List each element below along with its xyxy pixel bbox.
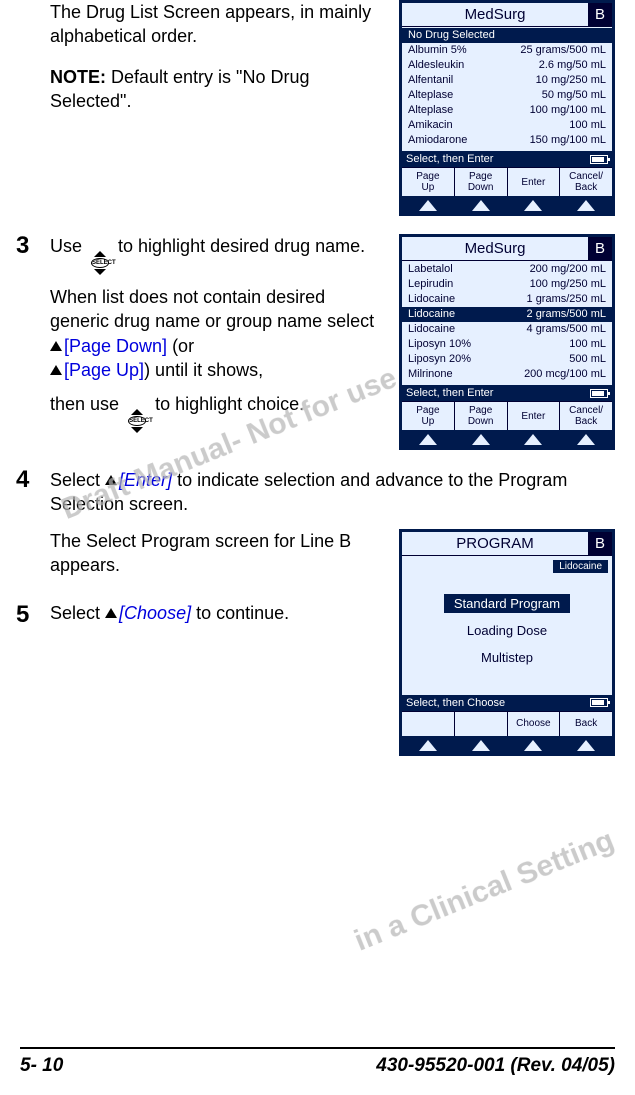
softkey-button[interactable]: Cancel/Back (560, 402, 612, 430)
select-icon: SELECT (89, 251, 111, 275)
status-text: Select, then Enter (406, 153, 493, 165)
para: then use SELECT to highlight choice. (50, 392, 387, 433)
softkey-button[interactable]: Choose (508, 712, 561, 736)
list-item[interactable]: Amiodarone150 mg/100 mL (402, 133, 612, 148)
list-item[interactable]: Labetalol200 mg/200 mL (402, 262, 612, 277)
device-screen-1: MedSurg B No Drug SelectedAlbumin 5%25 g… (399, 0, 615, 216)
line-badge: B (588, 3, 612, 26)
step-number: 3 (16, 232, 29, 260)
status-text: Select, then Choose (406, 697, 505, 709)
screen-title: PROGRAM (402, 532, 588, 555)
arrow-key[interactable] (560, 434, 613, 445)
doc-id: 430-95520-001 (Rev. 04/05) (376, 1055, 615, 1077)
list-item[interactable]: Amikacin100 mL (402, 118, 612, 133)
step-number: 5 (16, 599, 29, 631)
list-item[interactable]: Lidocaine2 grams/500 mL (402, 307, 612, 322)
screen-title: MedSurg (402, 3, 588, 26)
arrow-key[interactable] (455, 200, 508, 211)
note-label: NOTE: (50, 67, 106, 87)
list-item[interactable]: Liposyn 10%100 mL (402, 337, 612, 352)
up-triangle-icon (105, 475, 117, 485)
arrow-key[interactable] (560, 200, 613, 211)
line-badge: B (588, 237, 612, 260)
softkey-button[interactable]: PageDown (455, 402, 508, 430)
screen-title: MedSurg (402, 237, 588, 260)
para: The Select Program screen for Line B app… (50, 529, 387, 578)
program-option[interactable]: Loading Dose (402, 617, 612, 644)
para: Select [Choose] to continue. (50, 601, 387, 625)
softkey-button[interactable]: PageDown (455, 168, 508, 196)
arrow-key[interactable] (402, 200, 455, 211)
list-item[interactable]: Lepirudin100 mg/250 mL (402, 277, 612, 292)
arrow-key[interactable] (455, 740, 508, 751)
list-item[interactable]: Alteplase100 mg/100 mL (402, 103, 612, 118)
softkey-button[interactable]: PageUp (402, 402, 455, 430)
program-option[interactable]: Standard Program (402, 590, 612, 617)
battery-icon (590, 698, 608, 707)
softkey-button[interactable]: Enter (508, 402, 561, 430)
line-badge: B (588, 532, 612, 555)
list-item[interactable]: Alfentanil10 mg/250 mL (402, 73, 612, 88)
softkey-button (455, 712, 508, 736)
list-item[interactable]: Liposyn 20%500 mL (402, 352, 612, 367)
arrow-key[interactable] (402, 740, 455, 751)
up-triangle-icon (50, 365, 62, 375)
battery-icon (590, 155, 608, 164)
arrow-key[interactable] (402, 434, 455, 445)
list-item[interactable]: No Drug Selected (402, 28, 612, 43)
arrow-key[interactable] (507, 200, 560, 211)
arrow-key[interactable] (507, 740, 560, 751)
list-item[interactable]: Milrinone200 mcg/100 mL (402, 367, 612, 382)
softkey-button[interactable]: PageUp (402, 168, 455, 196)
list-item[interactable]: Lidocaine4 grams/500 mL (402, 322, 612, 337)
list-item[interactable]: Alteplase50 mg/50 mL (402, 88, 612, 103)
up-triangle-icon (105, 608, 117, 618)
arrow-key[interactable] (560, 740, 613, 751)
list-item[interactable]: Albumin 5%25 grams/500 mL (402, 43, 612, 58)
device-screen-3: PROGRAM B Lidocaine Standard ProgramLoad… (399, 529, 615, 756)
up-triangle-icon (50, 341, 62, 351)
softkey-button[interactable]: Cancel/Back (560, 168, 612, 196)
status-text: Select, then Enter (406, 387, 493, 399)
list-item[interactable]: Lidocaine1 grams/250 mL (402, 292, 612, 307)
program-option[interactable]: Multistep (402, 644, 612, 671)
arrow-key[interactable] (455, 434, 508, 445)
para: The Drug List Screen appears, in mainly … (50, 0, 387, 49)
softkey-button[interactable]: Enter (508, 168, 561, 196)
select-icon: SELECT (126, 409, 148, 433)
arrow-key[interactable] (507, 434, 560, 445)
drug-tag: Lidocaine (402, 556, 612, 574)
page-footer: 5- 10 430-95520-001 (Rev. 04/05) (20, 1047, 615, 1077)
para: Select [Enter] to indicate selection and… (50, 468, 615, 517)
softkey-button (402, 712, 455, 736)
device-screen-2: MedSurg B Labetalol200 mg/200 mLLepirudi… (399, 234, 615, 450)
battery-icon (590, 389, 608, 398)
para: Use SELECT to highlight desired drug nam… (50, 234, 387, 275)
page-number: 5- 10 (20, 1055, 63, 1077)
note: NOTE: Default entry is "No Drug Selected… (50, 65, 387, 114)
para: When list does not contain desired gener… (50, 285, 387, 382)
list-item[interactable]: Aldesleukin2.6 mg/50 mL (402, 58, 612, 73)
softkey-button[interactable]: Back (560, 712, 612, 736)
step-number: 4 (16, 466, 29, 494)
